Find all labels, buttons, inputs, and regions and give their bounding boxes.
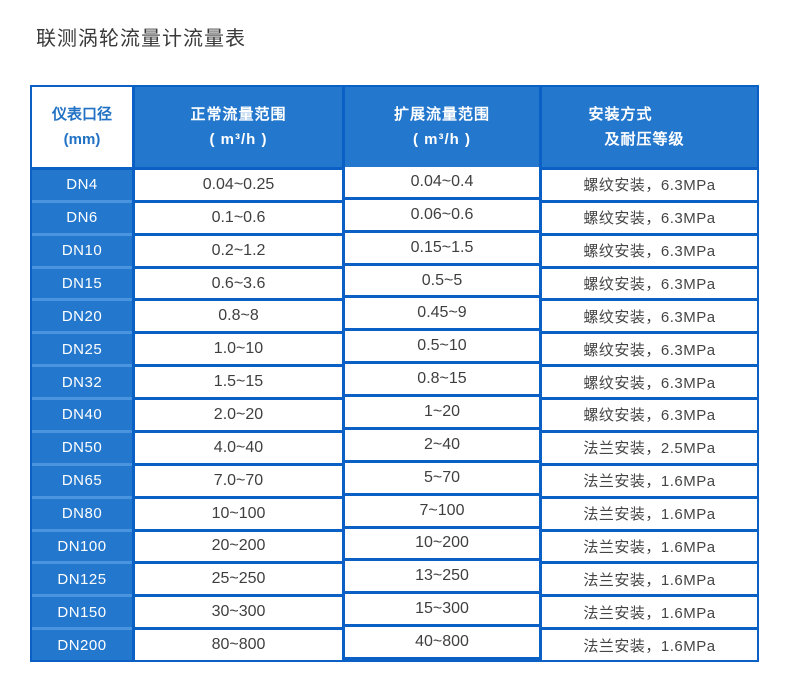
header-meter-diameter-line1: 仪表口径 — [51, 106, 112, 123]
install-cell: 螺纹安装，6.3MPa — [542, 170, 757, 200]
install-cell: 螺纹安装，6.3MPa — [542, 334, 757, 365]
normal-range-cell: 30~300 — [135, 597, 342, 628]
install-cell: 法兰安装，1.6MPa — [542, 498, 757, 529]
header-meter-diameter-unit: (mm) — [63, 131, 101, 148]
extended-range-cell: 7~100 — [345, 495, 539, 526]
install-cell: 法兰安装，1.6MPa — [542, 597, 757, 628]
extended-range-cell: 0.04~0.4 — [345, 167, 539, 197]
dn-cell: DN100 — [32, 531, 132, 562]
dn-cell: DN125 — [32, 564, 132, 595]
install-cell: 螺纹安装，6.3MPa — [542, 202, 757, 233]
extended-range-cell: 5~70 — [345, 462, 539, 493]
normal-range-cell: 2.0~20 — [135, 400, 342, 430]
header-extended-flow-range: 扩展流量范围 ( m³/h ) — [345, 87, 539, 167]
header-extended-flow-range-line1: 扩展流量范围 — [393, 106, 490, 123]
normal-range-cell: 0.6~3.6 — [135, 268, 342, 299]
header-installation-line1: 安装方式 — [588, 106, 653, 123]
dn-cell: DN25 — [32, 334, 132, 365]
normal-range-cell: 0.8~8 — [135, 301, 342, 332]
install-cell: 法兰安装，1.6MPa — [542, 630, 757, 660]
install-cell: 螺纹安装，6.3MPa — [542, 400, 757, 430]
dn-cell: DN40 — [32, 400, 132, 430]
dn-cell: DN65 — [32, 465, 132, 496]
header-normal-flow-range-line1: 正常流量范围 — [190, 106, 287, 123]
install-cell: 螺纹安装，6.3MPa — [542, 268, 757, 299]
dn-cell: DN10 — [32, 235, 132, 266]
header-extended-flow-range-unit: ( m³/h ) — [413, 131, 471, 148]
header-meter-diameter: 仪表口径 (mm) — [32, 87, 132, 167]
extended-range-cell: 10~200 — [345, 528, 539, 559]
header-installation: 安装方式 及耐压等级 — [542, 87, 757, 167]
dn-cell: DN6 — [32, 202, 132, 233]
install-cell: 螺纹安装，6.3MPa — [542, 235, 757, 266]
extended-range-cell: 0.45~9 — [345, 298, 539, 329]
normal-range-cell: 20~200 — [135, 531, 342, 562]
dn-cell: DN200 — [32, 630, 132, 660]
install-cell: 螺纹安装，6.3MPa — [542, 367, 757, 398]
dn-cell: DN50 — [32, 432, 132, 463]
header-normal-flow-range-unit: ( m³/h ) — [209, 131, 268, 148]
extended-range-cell: 0.5~5 — [345, 265, 539, 296]
normal-range-cell: 0.04~0.25 — [135, 170, 342, 200]
extended-range-cell: 0.06~0.6 — [345, 199, 539, 230]
dn-cell: DN15 — [32, 268, 132, 299]
extended-range-cell: 0.15~1.5 — [345, 232, 539, 263]
normal-range-cell: 7.0~70 — [135, 465, 342, 496]
dn-cell: DN20 — [32, 301, 132, 332]
extended-range-cell: 0.5~10 — [345, 331, 539, 362]
dn-cell: DN4 — [32, 170, 132, 200]
dn-cell: DN150 — [32, 597, 132, 628]
install-cell: 法兰安装，1.6MPa — [542, 465, 757, 496]
install-cell: 法兰安装，1.6MPa — [542, 564, 757, 595]
dn-cell: DN32 — [32, 367, 132, 398]
normal-range-cell: 10~100 — [135, 498, 342, 529]
dn-cell: DN80 — [32, 498, 132, 529]
install-cell: 法兰安装，1.6MPa — [542, 531, 757, 562]
normal-range-cell: 25~250 — [135, 564, 342, 595]
extended-range-cell: 15~300 — [345, 594, 539, 625]
normal-range-cell: 1.5~15 — [135, 367, 342, 398]
normal-range-cell: 0.1~0.6 — [135, 202, 342, 233]
header-normal-flow-range: 正常流量范围 ( m³/h ) — [135, 87, 342, 167]
extended-range-cell: 1~20 — [345, 397, 539, 427]
normal-range-cell: 0.2~1.2 — [135, 235, 342, 266]
extended-range-cell: 2~40 — [345, 429, 539, 460]
normal-range-cell: 1.0~10 — [135, 334, 342, 365]
install-cell: 法兰安装，2.5MPa — [542, 432, 757, 463]
extended-range-cell: 40~800 — [345, 627, 539, 657]
flow-meter-spec-table: 仪表口径 (mm) 正常流量范围 ( m³/h ) 扩展流量范围 ( m³/h … — [30, 85, 759, 662]
extended-range-cell: 13~250 — [345, 561, 539, 592]
install-cell: 螺纹安装，6.3MPa — [542, 301, 757, 332]
normal-range-cell: 80~800 — [135, 630, 342, 660]
page-title: 联测涡轮流量计流量表 — [36, 28, 246, 50]
normal-range-cell: 4.0~40 — [135, 432, 342, 463]
header-installation-line2: 及耐压等级 — [604, 131, 685, 148]
extended-range-cell: 0.8~15 — [345, 364, 539, 395]
